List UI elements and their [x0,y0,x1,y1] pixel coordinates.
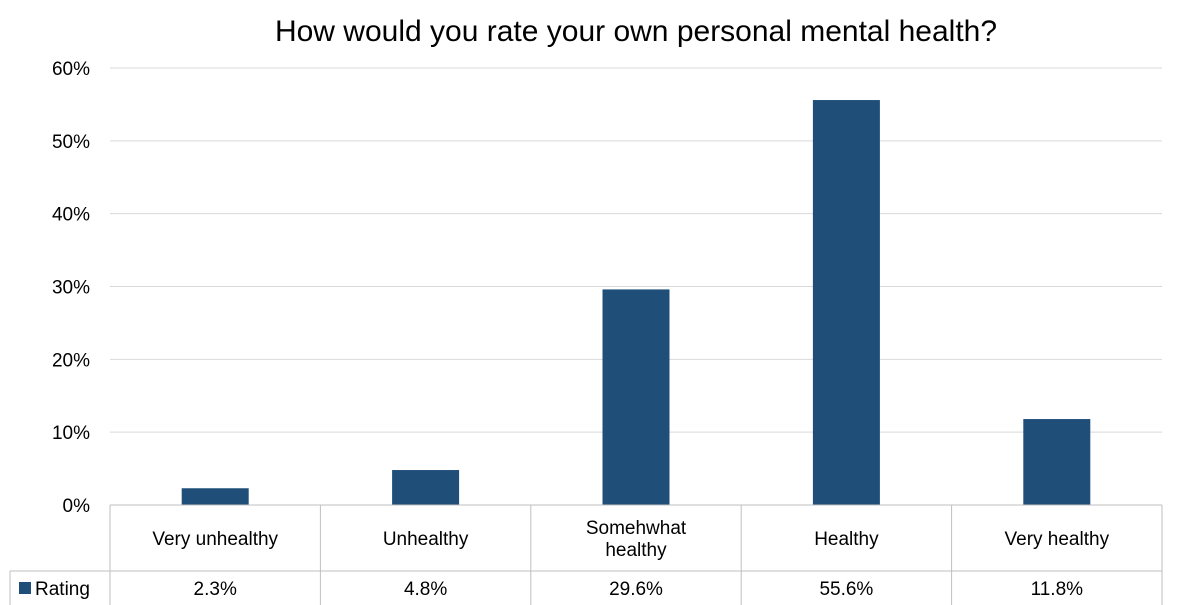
gridlines [110,67,1162,433]
bar [812,100,880,506]
category-label: Healthy [814,529,879,550]
data-label: 11.8% [1031,579,1084,600]
y-tick-label: 20% [52,350,90,371]
legend-label: Rating [35,579,90,600]
bar [181,488,249,505]
data-table: Very unhealthy Unhealthy Somehwhat healthy H… [9,504,1163,605]
y-tick-label: 30% [52,278,90,299]
bar [602,289,670,505]
legend-key [19,582,31,594]
category-label: Very unhealthy [152,529,278,550]
y-tick-label: 0% [63,496,91,517]
chart-title: How would you rate your own personal men… [275,15,997,48]
y-tick-label: 50% [52,132,90,153]
y-tick-label: 10% [52,423,90,444]
y-tick-label: 60% [52,59,90,80]
category-label: Somehwhat healthy [586,518,687,561]
y-axis-ticks: 0% 10% 20% 30% 40% 50% 60% [52,59,90,517]
data-label: 29.6% [609,579,663,600]
bar [392,470,460,505]
data-label: 4.8% [404,579,447,600]
y-tick-label: 40% [52,205,90,226]
category-label: Unhealthy [383,529,469,550]
bar [1023,419,1091,505]
data-label: 55.6% [819,579,873,600]
category-label: Very healthy [1005,529,1110,550]
data-label: 2.3% [194,579,237,600]
bars [181,100,1091,506]
